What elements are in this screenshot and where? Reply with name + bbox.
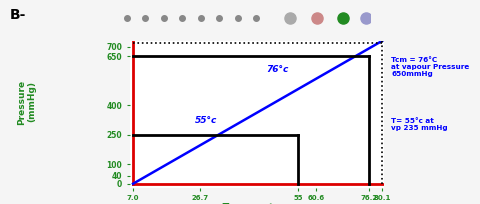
Text: 76°c: 76°c [266,65,288,74]
Text: T= 55°c at
vp 235 mmHg: T= 55°c at vp 235 mmHg [391,118,448,131]
Text: 55°c: 55°c [194,116,217,125]
Text: Pressure
(mmHg): Pressure (mmHg) [17,79,36,125]
Text: B-: B- [10,8,26,22]
X-axis label: Temperature: Temperature [222,203,292,204]
Text: Tcm = 76°C
at vapour Pressure
650mmHg: Tcm = 76°C at vapour Pressure 650mmHg [391,57,469,77]
